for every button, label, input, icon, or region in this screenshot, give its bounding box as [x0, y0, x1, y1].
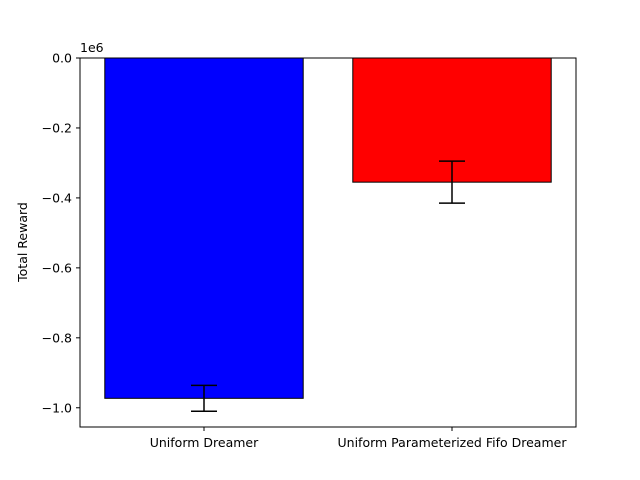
plot-frame: [79, 57, 577, 428]
y-tick-label-6: −1.0: [42, 400, 72, 415]
y-tick-label-3: −0.4: [42, 190, 72, 205]
bar-1: [104, 57, 304, 399]
y-tick-label-5: −0.8: [42, 330, 72, 345]
x-tick-label-1: Uniform Dreamer: [150, 435, 259, 450]
y-tick-label-1: 0.0: [52, 51, 72, 66]
y-axis-label: Total Reward: [15, 202, 30, 283]
x-axis-ticks: Uniform Dreamer Uniform Parameterized Fif…: [150, 427, 568, 450]
bars-group: [104, 57, 552, 399]
y-axis-ticks: 0.0 −0.2 −0.4 −0.6 −0.8 −1.0: [42, 51, 80, 415]
x-tick-label-2: Uniform Parameterized Fifo Dreamer: [338, 435, 568, 450]
y-scale-label: 1e6: [80, 40, 104, 55]
y-tick-label-2: −0.2: [42, 120, 72, 135]
error-bars-group: [191, 160, 465, 413]
y-tick-label-4: −0.6: [42, 260, 72, 275]
